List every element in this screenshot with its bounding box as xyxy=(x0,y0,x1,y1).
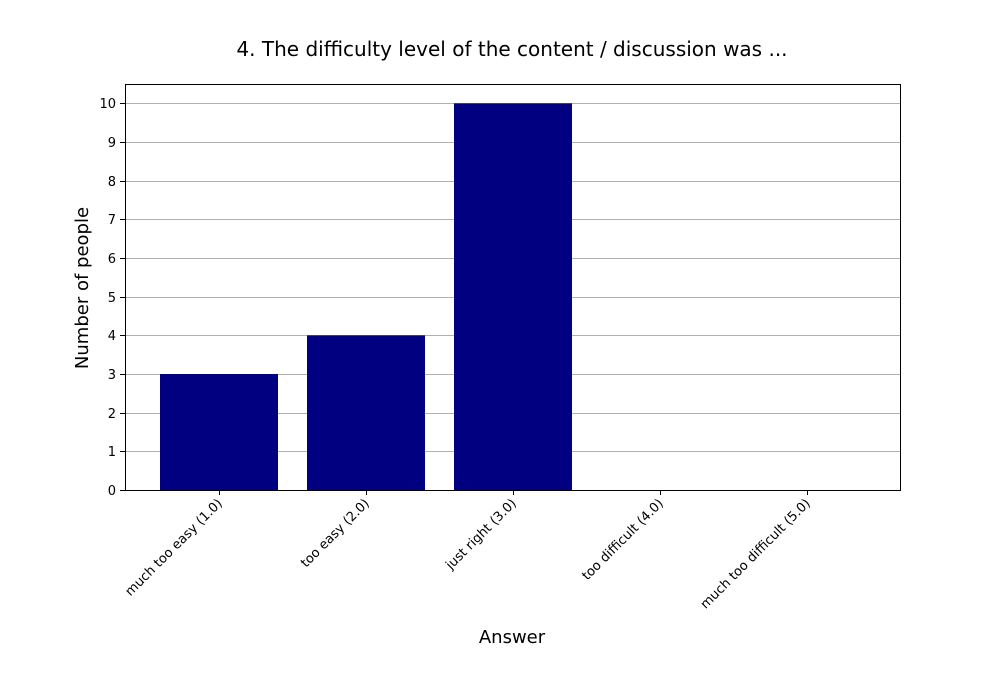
y-tick-label: 1 xyxy=(108,445,116,460)
x-tick-label: much too easy (1.0) xyxy=(123,496,226,599)
y-tick-label: 9 xyxy=(108,136,116,151)
y-tick-label: 7 xyxy=(108,213,116,228)
bar xyxy=(160,374,278,490)
chart-title: 4. The difficulty level of the content /… xyxy=(236,37,787,61)
y-tick-label: 10 xyxy=(99,97,116,112)
bar xyxy=(454,103,572,490)
y-tick-label: 5 xyxy=(108,291,116,306)
x-tick-label: just right (3.0) xyxy=(442,496,519,573)
y-tick-label: 8 xyxy=(108,175,116,190)
y-tick-label: 0 xyxy=(108,484,116,499)
bar xyxy=(307,335,425,490)
y-tick-label: 6 xyxy=(108,252,116,267)
y-tick-label: 2 xyxy=(108,407,116,422)
y-axis-label: Number of people xyxy=(72,207,93,369)
y-tick-label: 4 xyxy=(108,329,116,344)
bars xyxy=(160,103,572,490)
x-tick-label: much too difficult (5.0) xyxy=(698,496,814,612)
y-axis-ticks: 0 1 2 3 4 5 6 7 8 9 10 xyxy=(99,97,125,499)
y-tick-label: 3 xyxy=(108,368,116,383)
x-tick-label: too difficult (4.0) xyxy=(579,496,666,583)
x-tick-label: too easy (2.0) xyxy=(298,496,373,571)
x-axis-label: Answer xyxy=(479,627,546,648)
x-axis-ticks: much too easy (1.0) too easy (2.0) just ri… xyxy=(123,490,814,612)
